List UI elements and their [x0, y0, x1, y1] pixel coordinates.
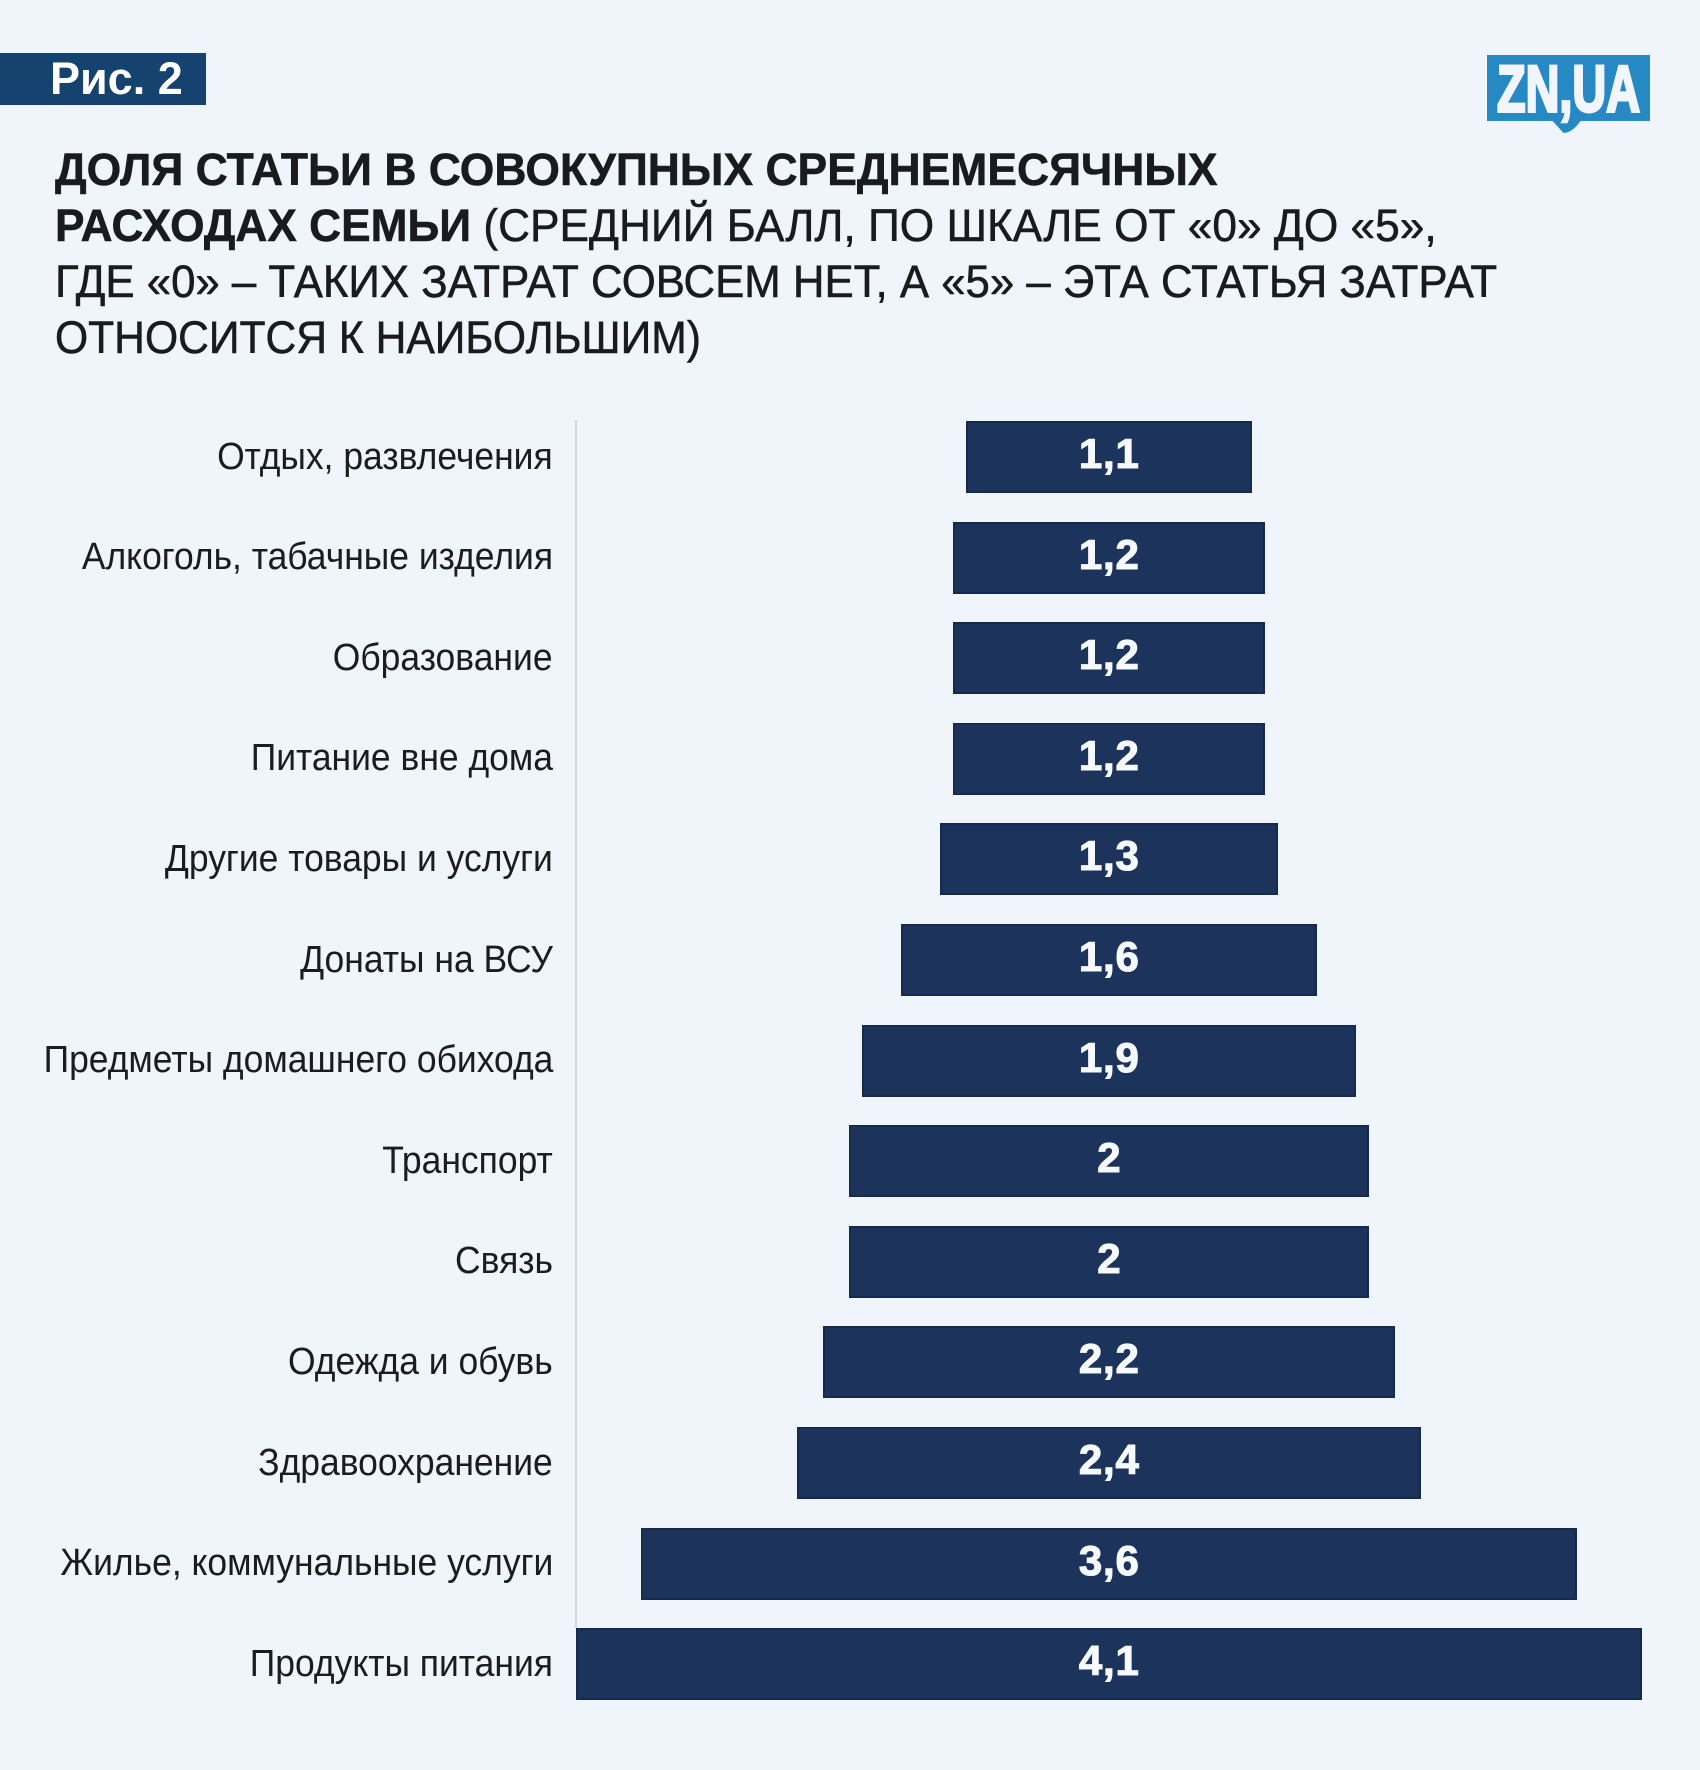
- svg-text:ZN,UA: ZN,UA: [1497, 53, 1640, 126]
